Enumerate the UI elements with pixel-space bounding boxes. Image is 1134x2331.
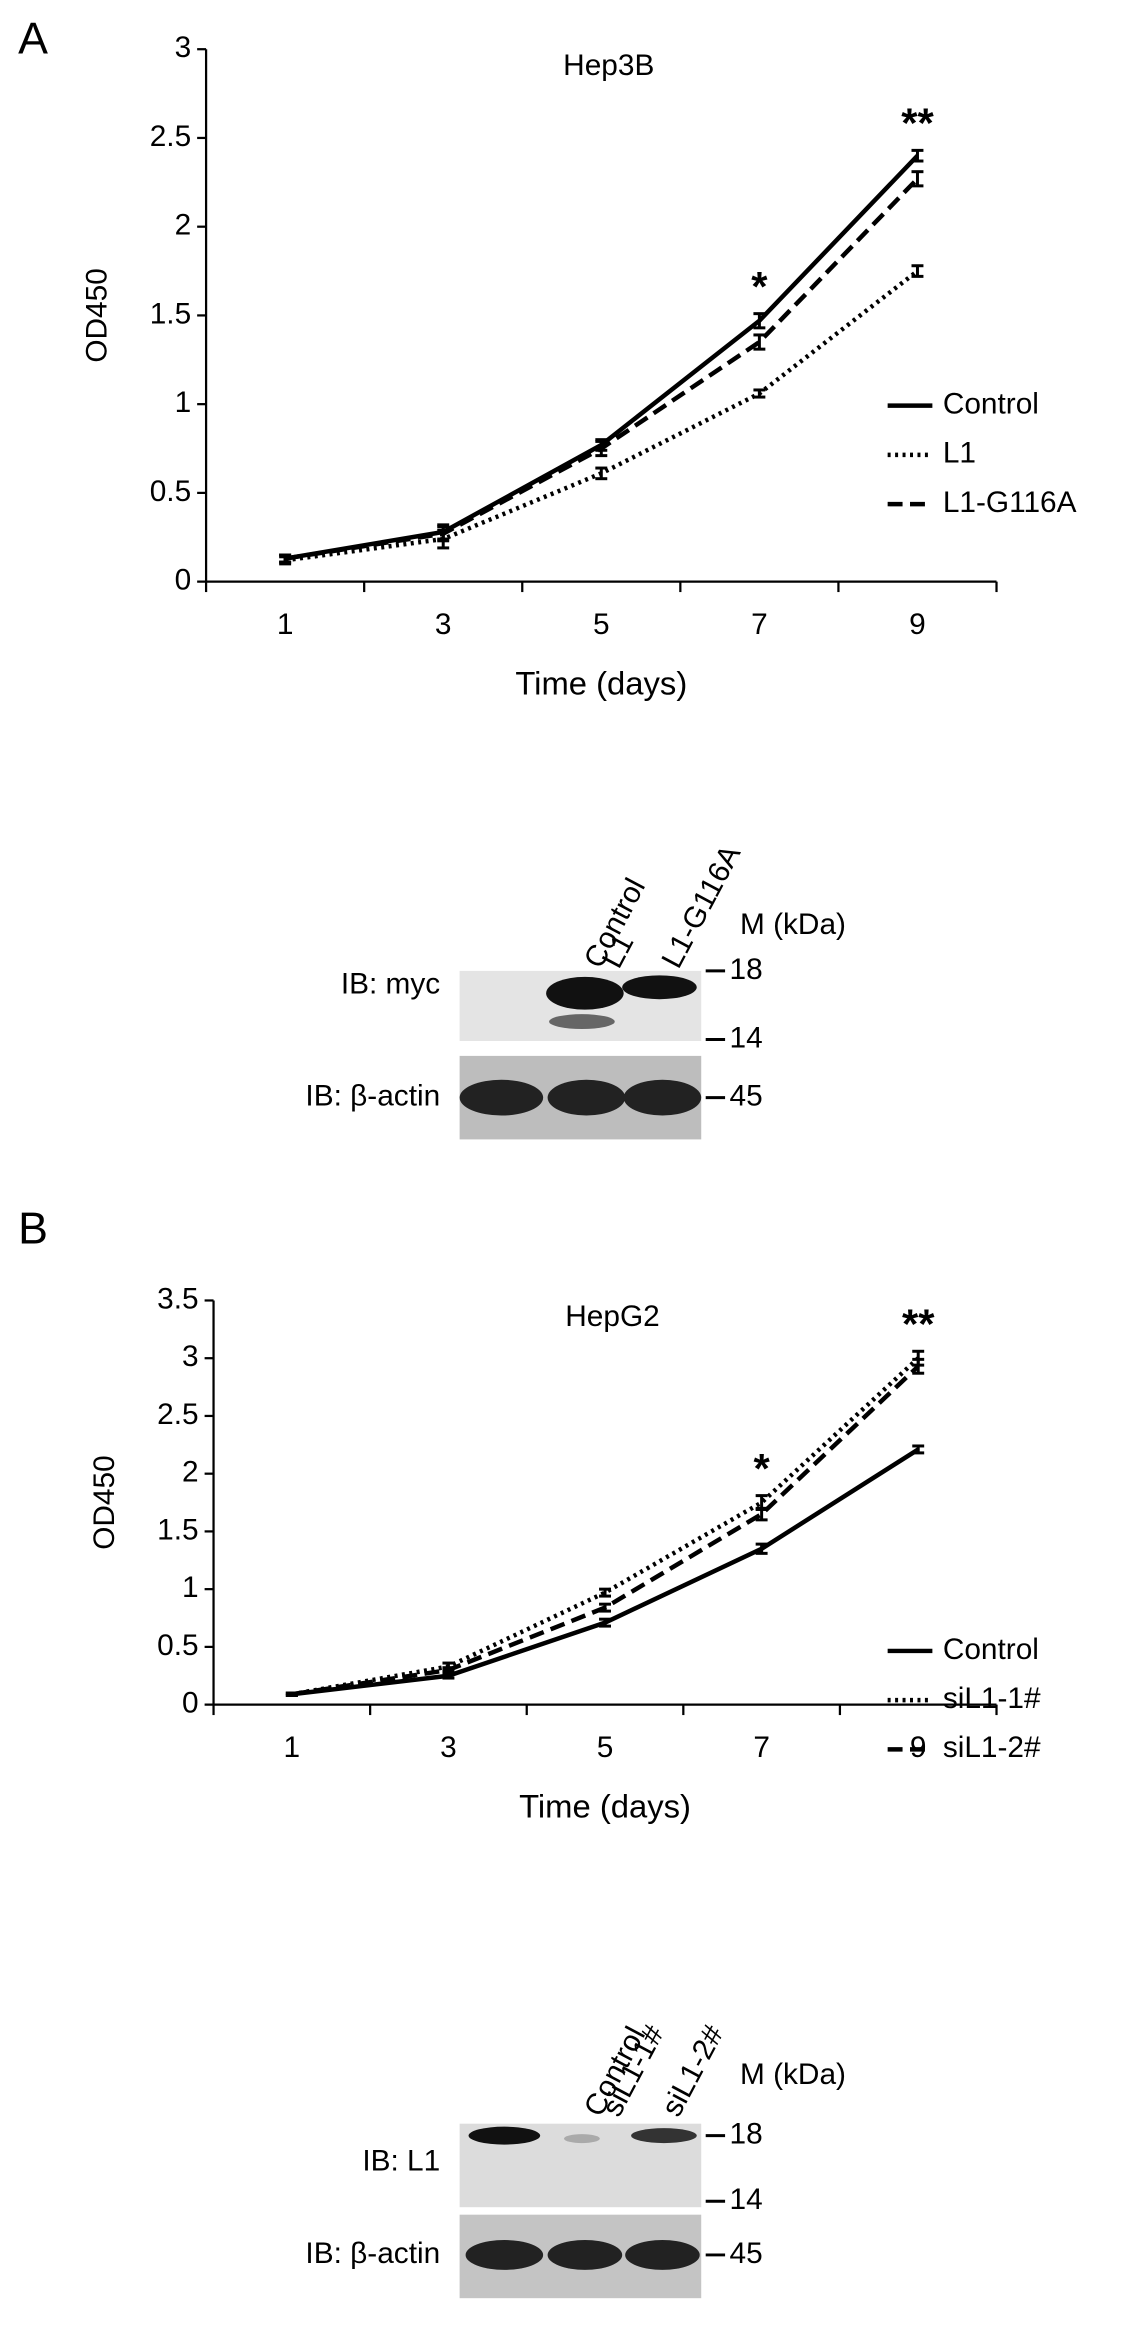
y-tick-label: 1.5 — [150, 297, 191, 330]
error-bar — [599, 1602, 611, 1613]
band — [547, 2240, 623, 2270]
panel-label: B — [18, 1204, 48, 1254]
y-tick-label: 0 — [182, 1687, 199, 1720]
error-bar — [753, 312, 766, 330]
series-line — [291, 1356, 920, 1697]
x-tick-label: 3 — [435, 608, 452, 641]
error-bar — [285, 1691, 298, 1697]
y-tick-label: 3 — [175, 31, 192, 64]
legend-label: siL1-2# — [943, 1731, 1041, 1764]
y-tick-label: 0.5 — [150, 475, 191, 508]
marker-label: 18 — [730, 953, 763, 986]
legend-label: siL1-1# — [943, 1682, 1041, 1715]
x-tick-label: 3 — [440, 1731, 457, 1764]
marker-label: 45 — [730, 2237, 763, 2270]
y-tick-label: 1.5 — [157, 1513, 198, 1546]
row-label: IB: myc — [341, 968, 440, 1001]
band — [631, 2128, 697, 2144]
error-bar — [595, 466, 608, 481]
legend-label: Control — [943, 1633, 1039, 1666]
row-label: IB: β-actin — [305, 2237, 440, 2270]
band — [547, 1079, 626, 1116]
band — [622, 975, 697, 1000]
x-tick-label: 1 — [284, 1731, 301, 1764]
error-bar — [755, 1506, 768, 1522]
marker-header: M (kDa) — [740, 908, 846, 941]
row-label: IB: L1 — [362, 2144, 440, 2177]
band — [546, 976, 624, 1010]
marker-label: 18 — [730, 2118, 763, 2151]
error-bar — [599, 1587, 611, 1598]
error-bar — [912, 1444, 925, 1455]
y-tick-label: 0 — [175, 564, 192, 597]
error-bar — [911, 148, 924, 163]
error-bar — [279, 553, 292, 564]
marker-label: 14 — [730, 1021, 763, 1054]
annotation: ** — [901, 100, 934, 147]
x-tick-label: 5 — [597, 1731, 614, 1764]
band — [625, 2240, 700, 2270]
y-axis-label: OD450 — [81, 268, 114, 362]
row-label: IB: β-actin — [305, 1080, 440, 1113]
panel-label: A — [18, 14, 48, 64]
error-bar — [755, 1542, 768, 1555]
error-bar — [912, 1357, 925, 1375]
marker-label: 14 — [730, 2183, 763, 2216]
error-bar — [753, 333, 766, 351]
y-tick-label: 1 — [182, 1571, 199, 1604]
annotation: ** — [902, 1300, 935, 1347]
error-bar — [442, 1666, 455, 1674]
band — [564, 2134, 600, 2144]
annotation: * — [751, 263, 768, 310]
x-axis-label: Time (days) — [515, 665, 687, 702]
legend-label: L1 — [943, 437, 976, 470]
y-axis-label: OD450 — [88, 1455, 121, 1549]
error-bar — [911, 264, 924, 278]
x-tick-label: 9 — [909, 608, 926, 641]
marker-label: 45 — [730, 1080, 763, 1113]
error-bar — [599, 1617, 611, 1628]
chart-title: Hep3B — [563, 49, 654, 82]
band — [465, 2240, 544, 2270]
x-tick-label: 7 — [751, 608, 768, 641]
blot: Control siL1-1# siL1-2# M (kDa) IB: L1 I… — [305, 2020, 846, 2299]
band — [468, 2126, 541, 2145]
y-tick-label: 1 — [175, 386, 192, 419]
y-tick-label: 2.5 — [150, 120, 191, 153]
error-bar — [911, 170, 924, 188]
y-tick-label: 2 — [175, 209, 192, 242]
band — [459, 1079, 544, 1116]
legend-label: Control — [943, 388, 1039, 421]
marker-header: M (kDa) — [740, 2058, 846, 2091]
y-tick-label: 0.5 — [157, 1629, 198, 1662]
y-tick-label: 2 — [182, 1456, 199, 1489]
x-axis-label: Time (days) — [519, 1788, 691, 1825]
x-tick-label: 7 — [753, 1731, 770, 1764]
y-tick-label: 3.5 — [157, 1282, 198, 1315]
error-bar — [753, 388, 766, 399]
legend-label: L1-G116A — [943, 486, 1077, 519]
x-tick-label: 1 — [277, 608, 294, 641]
band — [549, 1014, 615, 1030]
annotation: * — [753, 1445, 770, 1492]
chart-title: HepG2 — [565, 1300, 659, 1333]
error-bar — [437, 525, 450, 543]
y-tick-label: 3 — [182, 1340, 199, 1373]
error-bar — [595, 439, 608, 458]
x-tick-label: 5 — [593, 608, 610, 641]
band — [623, 1079, 702, 1116]
y-tick-label: 2.5 — [157, 1398, 198, 1431]
